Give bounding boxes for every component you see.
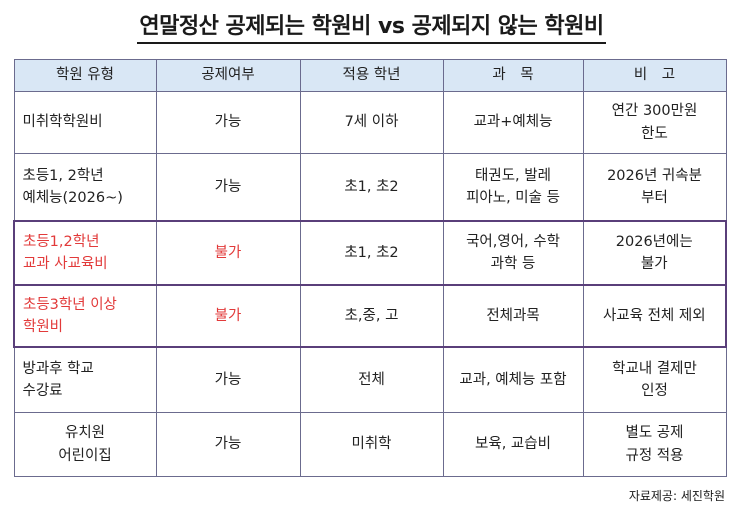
cell-deductible: 가능 — [155, 153, 301, 222]
cell-grade: 초,중, 고 — [299, 284, 444, 348]
cell-subject: 교과, 예체능 포함 — [442, 346, 584, 413]
table-header-row: 학원 유형 공제여부 적용 학년 과 목 비 고 — [13, 59, 727, 92]
cell-deductible: 가능 — [155, 91, 301, 154]
cell-grade: 전체 — [299, 346, 444, 413]
cell-subject: 태권도, 발레 피아노, 미술 등 — [442, 153, 584, 222]
table-row: 초등1, 2학년 예체능(2026~) 가능 초1, 초2 태권도, 발레 피아… — [13, 153, 727, 222]
table-row-highlighted: 초등1,2학년 교과 사교육비 불가 초1, 초2 국어,영어, 수학 과학 등… — [13, 220, 727, 286]
cell-grade: 미취학 — [299, 412, 444, 477]
table-row-highlighted: 초등3학년 이상 학원비 불가 초,중, 고 전체과목 사교육 전체 제외 — [13, 284, 727, 348]
source-credit: 자료제공: 세진학원 — [628, 489, 725, 503]
cell-deductible: 가능 — [155, 412, 301, 477]
cell-deductible: 가능 — [155, 346, 301, 413]
page-title-wrap: 연말정산 공제되는 학원비 vs 공제되지 않는 학원비 — [0, 8, 743, 44]
cell-grade: 7세 이하 — [299, 91, 444, 154]
cell-type: 초등3학년 이상 학원비 — [13, 284, 157, 348]
cell-deductible: 불가 — [155, 284, 301, 348]
cell-type: 방과후 학교 수강료 — [13, 346, 157, 413]
table-row: 방과후 학교 수강료 가능 전체 교과, 예체능 포함 학교내 결제만 인정 — [13, 346, 727, 413]
cell-type: 초등1,2학년 교과 사교육비 — [13, 220, 157, 286]
header-type: 학원 유형 — [13, 59, 157, 92]
cell-type: 유치원 어린이집 — [13, 412, 157, 477]
cell-type: 초등1, 2학년 예체능(2026~) — [13, 153, 157, 222]
cell-subject: 보육, 교습비 — [442, 412, 584, 477]
cell-note: 별도 공제 규정 적용 — [582, 412, 727, 477]
cell-note: 사교육 전체 제외 — [582, 284, 727, 348]
cell-grade: 초1, 초2 — [299, 153, 444, 222]
cell-type: 미취학학원비 — [13, 91, 157, 154]
table-row: 유치원 어린이집 가능 미취학 보육, 교습비 별도 공제 규정 적용 — [13, 412, 727, 477]
cell-subject: 교과+예체능 — [442, 91, 584, 154]
page-title: 연말정산 공제되는 학원비 vs 공제되지 않는 학원비 — [137, 8, 606, 44]
header-deductible: 공제여부 — [155, 59, 301, 92]
header-note: 비 고 — [582, 59, 727, 92]
header-subject: 과 목 — [442, 59, 584, 92]
cell-grade: 초1, 초2 — [299, 220, 444, 286]
cell-subject: 국어,영어, 수학 과학 등 — [442, 220, 584, 286]
table-row: 미취학학원비 가능 7세 이하 교과+예체능 연간 300만원 한도 — [13, 91, 727, 154]
deduction-table: 학원 유형 공제여부 적용 학년 과 목 비 고 미취학학원비 가능 7세 이하… — [13, 59, 727, 477]
cell-note: 학교내 결제만 인정 — [582, 346, 727, 413]
header-grade: 적용 학년 — [299, 59, 444, 92]
cell-note: 연간 300만원 한도 — [582, 91, 727, 154]
cell-note: 2026년 귀속분 부터 — [582, 153, 727, 222]
cell-note: 2026년에는 불가 — [582, 220, 727, 286]
cell-deductible: 불가 — [155, 220, 301, 286]
cell-subject: 전체과목 — [442, 284, 584, 348]
